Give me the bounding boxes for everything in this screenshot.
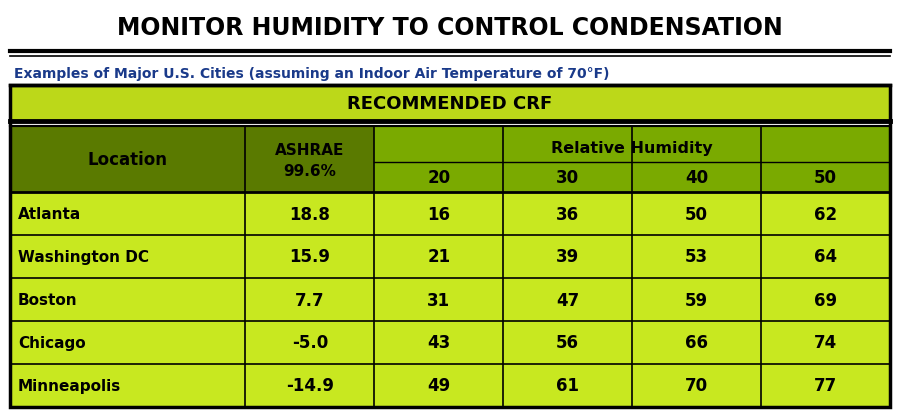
Bar	[10, 321, 246, 364]
Text: -5.0: -5.0	[292, 334, 328, 351]
Bar	[246, 192, 374, 235]
Bar	[374, 235, 503, 278]
Text: 49: 49	[428, 377, 450, 394]
Bar	[761, 278, 890, 321]
Text: 36: 36	[556, 205, 580, 223]
Bar	[246, 278, 374, 321]
Bar	[761, 192, 890, 235]
Text: Washington DC: Washington DC	[18, 249, 149, 264]
Bar	[761, 127, 890, 192]
Text: MONITOR HUMIDITY TO CONTROL CONDENSATION: MONITOR HUMIDITY TO CONTROL CONDENSATION	[117, 16, 783, 40]
Text: RECOMMENDED CRF: RECOMMENDED CRF	[347, 95, 553, 113]
Bar	[246, 127, 374, 192]
Text: 20: 20	[428, 169, 450, 186]
Text: 39: 39	[556, 248, 580, 266]
Text: 40: 40	[685, 169, 708, 186]
Text: 70: 70	[685, 377, 708, 394]
Text: 56: 56	[556, 334, 580, 351]
Bar	[632, 235, 761, 278]
Bar	[10, 364, 246, 407]
Bar	[246, 235, 374, 278]
Bar	[761, 235, 890, 278]
Bar	[10, 127, 246, 192]
Bar	[10, 86, 890, 122]
Bar	[632, 192, 761, 235]
Text: 62: 62	[814, 205, 837, 223]
Text: 50: 50	[685, 205, 708, 223]
Text: 43: 43	[428, 334, 450, 351]
Text: 74: 74	[814, 334, 837, 351]
Text: 66: 66	[685, 334, 708, 351]
Text: Atlanta: Atlanta	[18, 206, 81, 221]
Bar	[10, 86, 890, 407]
Text: 16: 16	[428, 205, 450, 223]
Text: 99.6%: 99.6%	[284, 164, 337, 179]
Text: 21: 21	[428, 248, 450, 266]
Text: Boston: Boston	[18, 292, 77, 307]
Text: ASHRAE: ASHRAE	[275, 142, 345, 157]
Text: 15.9: 15.9	[290, 248, 330, 266]
Text: 18.8: 18.8	[290, 205, 330, 223]
Bar	[374, 192, 503, 235]
Bar	[10, 235, 246, 278]
Bar	[503, 127, 632, 192]
Text: 64: 64	[814, 248, 837, 266]
Text: 69: 69	[814, 291, 837, 309]
Bar	[246, 364, 374, 407]
Bar	[632, 278, 761, 321]
Bar	[503, 235, 632, 278]
Text: Chicago: Chicago	[18, 335, 86, 350]
Bar	[632, 364, 761, 407]
Text: 53: 53	[685, 248, 708, 266]
Text: 59: 59	[685, 291, 708, 309]
Text: Examples of Major U.S. Cities (assuming an Indoor Air Temperature of 70°F): Examples of Major U.S. Cities (assuming …	[14, 67, 609, 81]
Text: Location: Location	[87, 151, 167, 169]
Text: 31: 31	[428, 291, 450, 309]
Bar	[10, 278, 246, 321]
Text: 30: 30	[556, 169, 580, 186]
Text: Relative Humidity: Relative Humidity	[552, 140, 713, 155]
Bar	[10, 192, 246, 235]
Text: -14.9: -14.9	[286, 377, 334, 394]
Bar	[246, 321, 374, 364]
Text: 61: 61	[556, 377, 580, 394]
Text: Minneapolis: Minneapolis	[18, 378, 122, 393]
Bar	[503, 192, 632, 235]
Bar	[374, 127, 503, 192]
Bar	[374, 364, 503, 407]
Bar	[761, 364, 890, 407]
Text: 50: 50	[814, 169, 837, 186]
Bar	[374, 321, 503, 364]
Text: 77: 77	[814, 377, 837, 394]
Text: 47: 47	[556, 291, 580, 309]
Bar	[761, 321, 890, 364]
Bar	[503, 278, 632, 321]
Bar	[503, 321, 632, 364]
Bar	[632, 321, 761, 364]
Text: 7.7: 7.7	[295, 291, 325, 309]
Bar	[632, 127, 761, 192]
Bar	[374, 278, 503, 321]
Bar	[503, 364, 632, 407]
